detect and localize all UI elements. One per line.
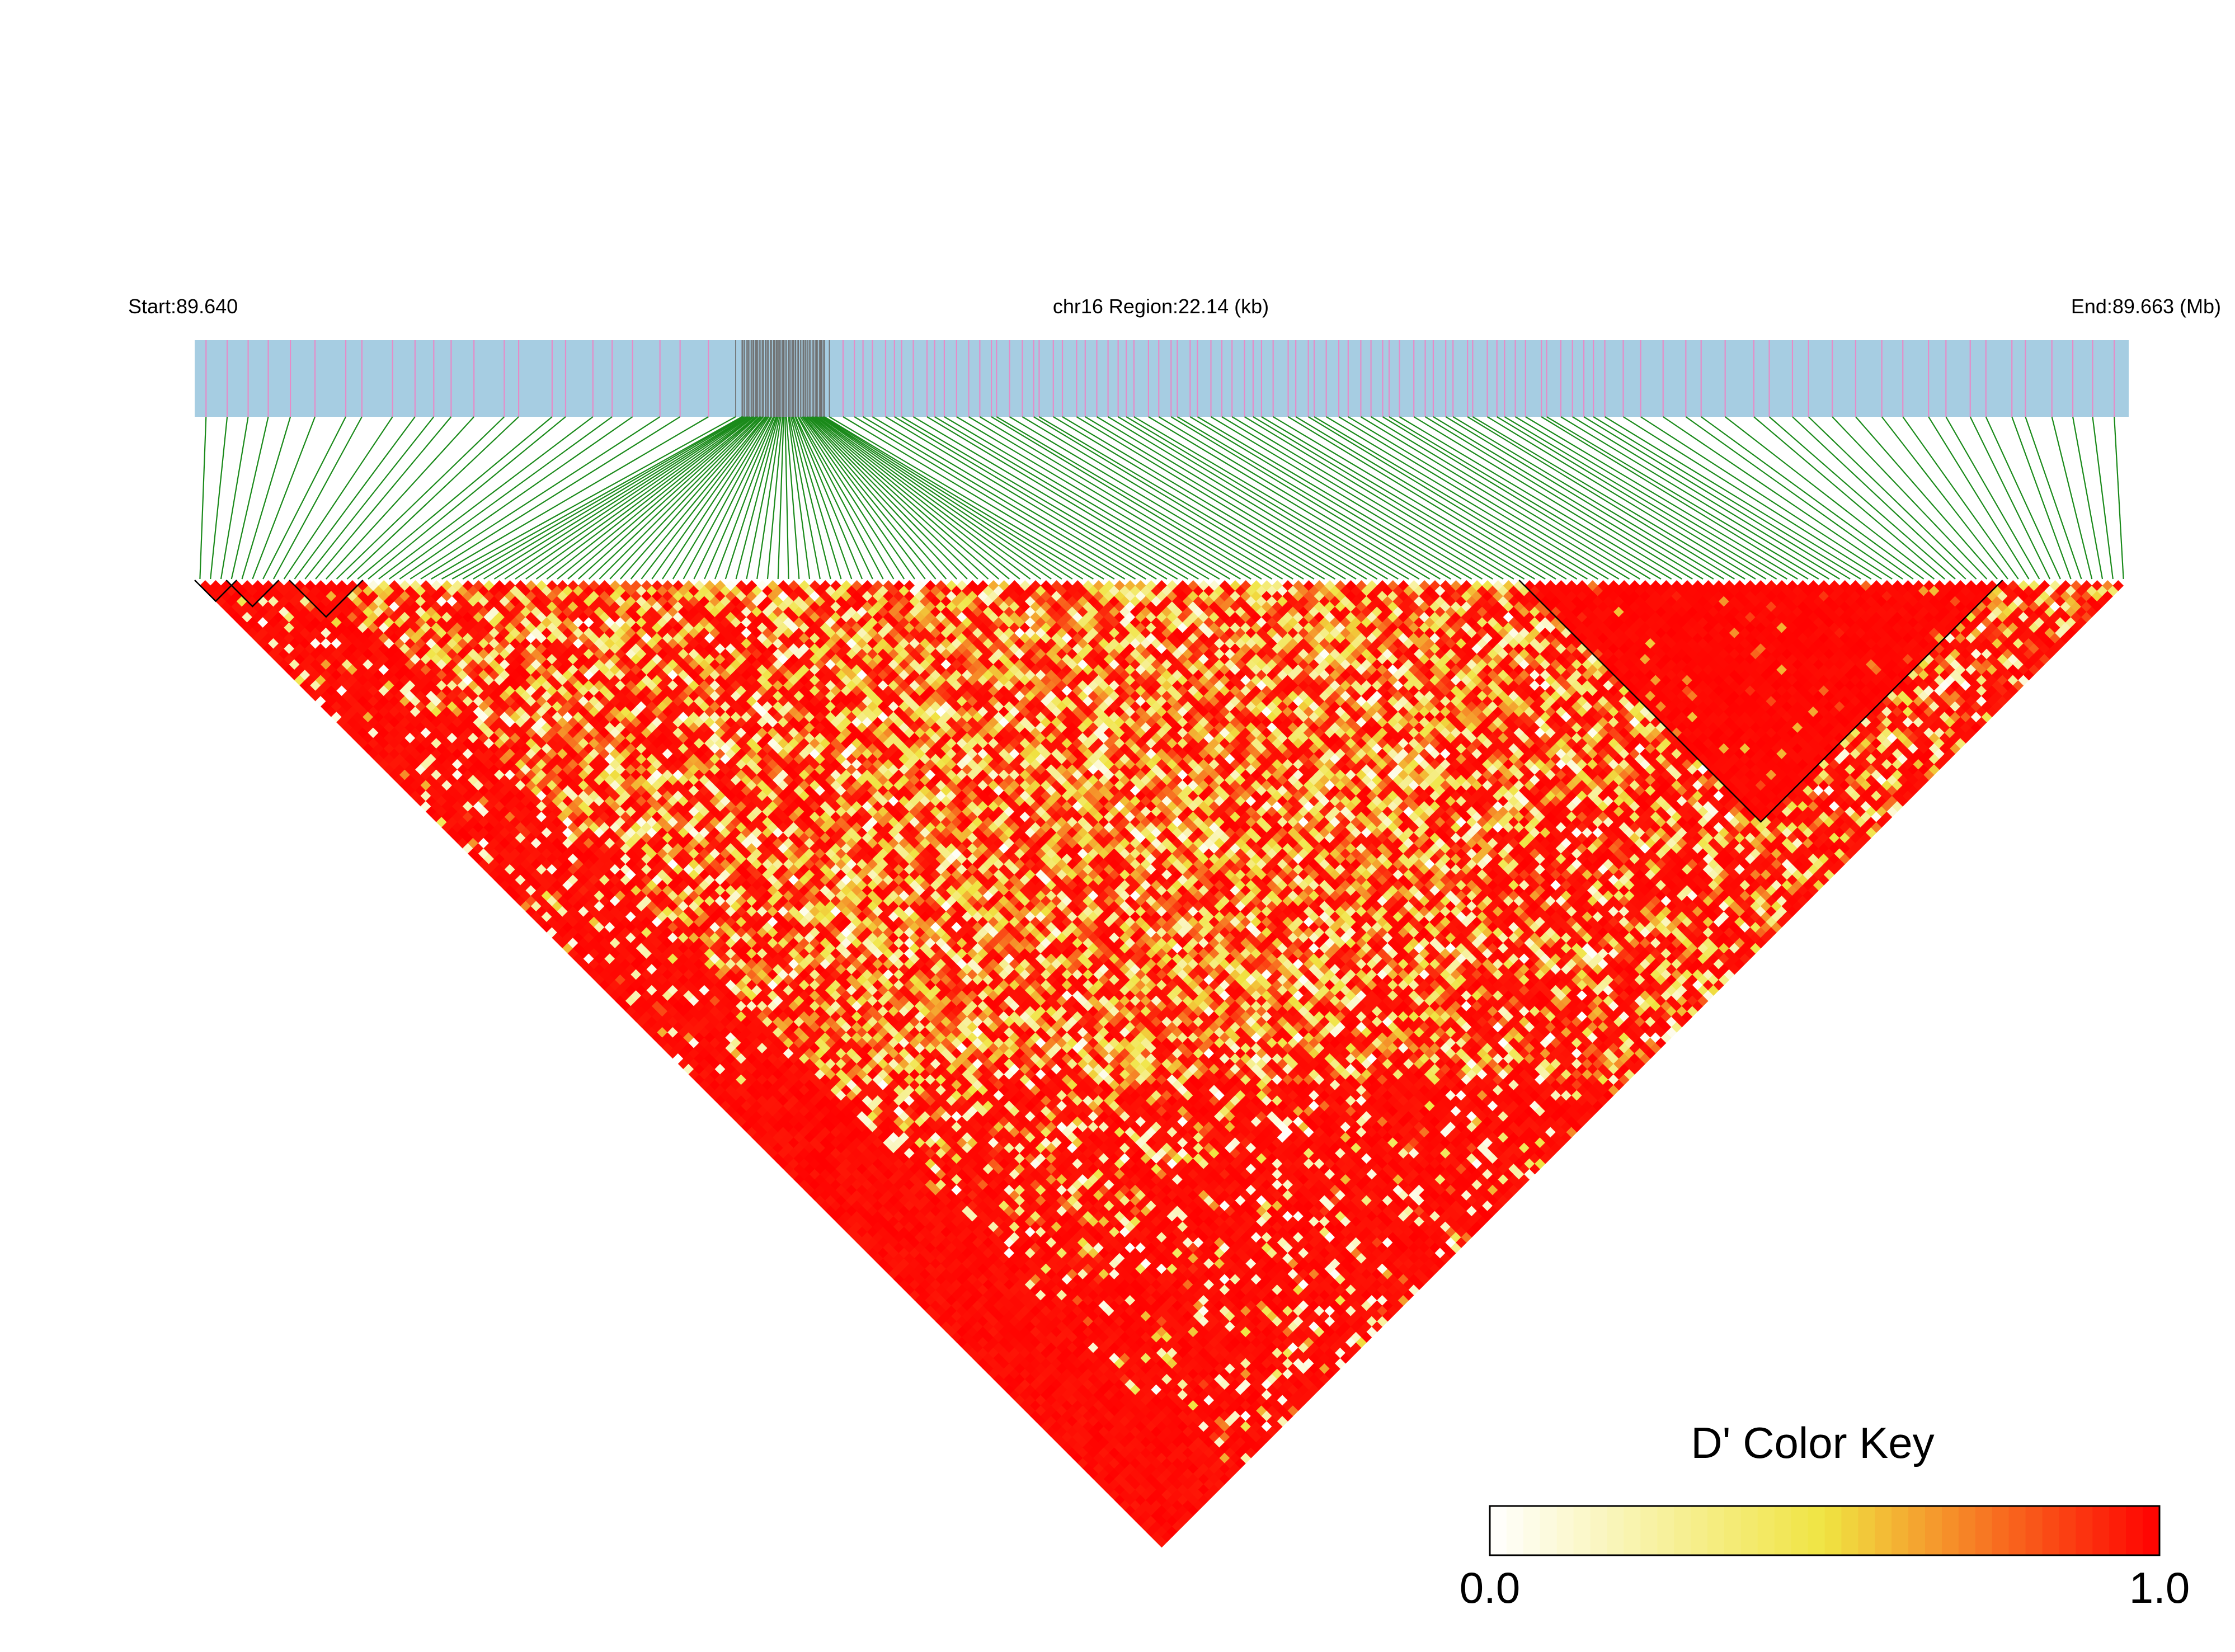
snp-connector (822, 417, 1072, 579)
snp-connector (1970, 417, 2050, 579)
snp-track-background (195, 340, 2129, 417)
snp-connector (1593, 417, 1861, 579)
snp-connector (200, 417, 206, 579)
snp-connector (1701, 417, 1924, 579)
snp-connector (2052, 417, 2092, 579)
snp-connector (316, 417, 451, 579)
snp-connector (1986, 417, 2060, 579)
snp-connector (1446, 417, 1714, 579)
region-end-label: End:89.663 (Mb) (2071, 295, 2221, 318)
snp-connector (673, 417, 770, 579)
snp-connector (578, 417, 758, 579)
snp-connector (1605, 417, 1871, 579)
snp-connector (463, 417, 743, 579)
snp-connector (821, 417, 1062, 579)
snp-connector (263, 417, 346, 579)
snp-connector-lines (200, 417, 2123, 579)
snp-connector (284, 417, 393, 579)
snp-connector (1770, 417, 1955, 579)
snp-connector (944, 417, 1220, 579)
snp-connector (557, 417, 756, 579)
snp-connector (1584, 417, 1850, 579)
region-title: chr16 Region:22.14 (kb) (1053, 295, 1269, 318)
ld-heatmap (200, 580, 2124, 1547)
snp-connector (1488, 417, 1756, 579)
snp-connector (526, 417, 752, 579)
snp-connector (305, 417, 434, 579)
snp-connector (1928, 417, 2029, 579)
snp-connector (811, 417, 988, 579)
snp-connector (1641, 417, 1893, 579)
snp-connector (337, 417, 505, 579)
snp-connector (1882, 417, 2008, 579)
snp-connector (2012, 417, 2071, 579)
snp-track (195, 340, 2129, 417)
snp-connector (1809, 417, 1977, 579)
snp-connector (2092, 417, 2112, 579)
snp-connector (1541, 417, 1808, 579)
snp-connector (818, 417, 1041, 579)
snp-connector (347, 417, 519, 579)
snp-connector (2073, 417, 2102, 579)
region-start-label: Start:89.640 (128, 295, 238, 318)
snp-connector (2025, 417, 2081, 579)
snp-connector (1472, 417, 1745, 579)
snp-connector (505, 417, 749, 579)
snp-connector (2114, 417, 2123, 579)
